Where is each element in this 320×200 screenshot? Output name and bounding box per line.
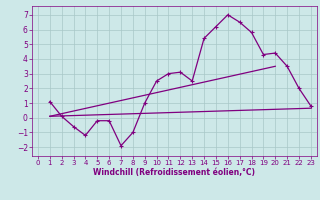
X-axis label: Windchill (Refroidissement éolien,°C): Windchill (Refroidissement éolien,°C): [93, 168, 255, 177]
